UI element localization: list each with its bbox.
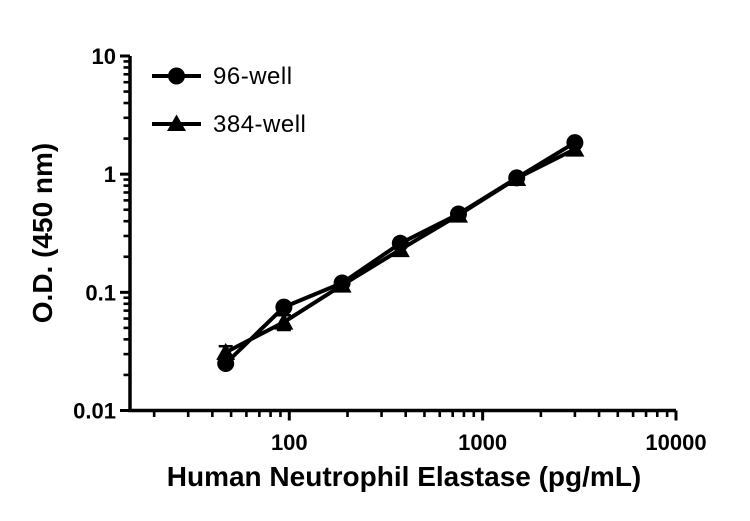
data-point-384-well [216, 342, 236, 360]
axis-spine [128, 56, 676, 413]
data-point-384-well [390, 240, 410, 258]
x-tick-label: 1000 [458, 430, 507, 455]
x-tick-label: 10000 [645, 430, 706, 455]
y-tick-label: 1 [104, 162, 116, 187]
data-point-384-well [274, 312, 294, 330]
data-point-384-well [332, 275, 352, 293]
x-tick-label: 100 [271, 430, 308, 455]
y-tick-label: 0.01 [73, 399, 116, 424]
legend-item-96-well: 96-well [152, 63, 293, 90]
data-point-384-well [448, 205, 468, 223]
x-axis-title: Human Neutrophil Elastase (pg/mL) [167, 461, 642, 492]
data-point-384-well [565, 139, 585, 157]
legend-triangle-marker-icon [167, 114, 186, 131]
data-point-384-well [507, 168, 527, 186]
plot-area: 100 1000 10000 0.01 0.1 1 10 [73, 44, 706, 455]
legend-item-384-well: 384-well [152, 111, 306, 138]
legend-label-96-well: 96-well [213, 63, 293, 90]
y-tick-label: 10 [92, 44, 116, 69]
legend-label-384-well: 384-well [213, 111, 306, 138]
legend-circle-marker-icon [168, 67, 185, 85]
y-axis-title: O.D. (450 nm) [27, 143, 58, 323]
y-tick-label: 0.1 [85, 280, 116, 305]
data-point-96-well [275, 298, 293, 316]
legend: 96-well 384-well [152, 63, 306, 138]
